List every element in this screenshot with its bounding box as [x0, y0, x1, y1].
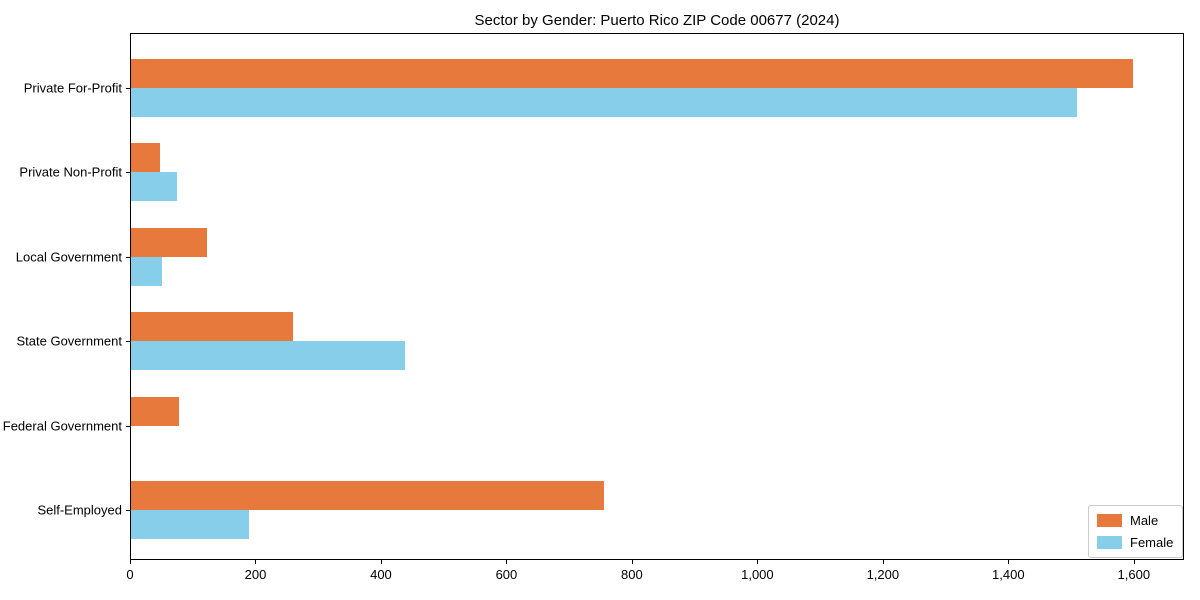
y-tick-mark	[126, 341, 130, 343]
x-tick-mark	[255, 560, 257, 564]
x-tick-label-600: 600	[495, 567, 518, 582]
y-tick-label-local-government: Local Government	[15, 249, 122, 265]
x-tick-label-1-600: 1,600	[1117, 567, 1151, 582]
y-tick-mark	[126, 172, 130, 174]
x-tick-mark	[882, 560, 884, 564]
legend: Male Female	[1088, 505, 1183, 558]
x-tick-mark	[1133, 560, 1135, 564]
bar-male-self-employed	[131, 481, 604, 510]
legend-entry-male: Male	[1097, 513, 1174, 528]
y-tick-label-federal-government: Federal Government	[2, 418, 122, 434]
bar-female-state-government	[131, 341, 405, 371]
y-tick-label-private-non-profit: Private Non-Profit	[19, 164, 122, 180]
y-tick-mark	[126, 88, 130, 90]
x-tick-label-1-400: 1,400	[992, 567, 1025, 582]
x-tick-label-0: 0	[126, 567, 134, 582]
x-tick-label-800: 800	[621, 567, 643, 582]
x-tick-mark	[506, 560, 508, 564]
bar-male-private-for-profit	[131, 59, 1133, 89]
legend-label-male: Male	[1130, 513, 1159, 528]
x-tick-mark	[1008, 560, 1010, 564]
x-tick-mark	[380, 560, 382, 564]
y-tick-mark	[126, 425, 130, 427]
male-color-swatch	[1097, 514, 1122, 527]
legend-entry-female: Female	[1097, 535, 1174, 550]
bar-male-state-government	[131, 312, 293, 342]
x-tick-label-200: 200	[244, 567, 267, 582]
y-tick-label-private-for-profit: Private For-Profit	[23, 80, 122, 96]
bar-male-federal-government	[131, 396, 179, 426]
x-tick-mark	[757, 560, 759, 564]
x-tick-mark	[631, 560, 633, 564]
plot-area	[130, 33, 1184, 560]
x-tick-label-1-200: 1,200	[866, 567, 900, 582]
bar-female-private-non-profit	[131, 172, 177, 202]
female-color-swatch	[1097, 536, 1122, 549]
x-tick-mark	[130, 560, 131, 564]
bar-male-local-government	[131, 227, 207, 257]
bar-female-private-for-profit	[131, 88, 1077, 118]
y-tick-label-state-government: State Government	[16, 333, 123, 349]
y-tick-mark	[126, 510, 130, 511]
legend-label-female: Female	[1130, 535, 1174, 550]
bar-female-self-employed	[131, 510, 249, 539]
y-tick-label-self-employed: Self-Employed	[37, 502, 122, 518]
bar-female-local-government	[131, 256, 162, 286]
chart-title: Sector by Gender: Puerto Rico ZIP Code 0…	[474, 12, 840, 29]
x-tick-label-400: 400	[370, 567, 392, 582]
x-tick-label-1-000: 1,000	[741, 567, 774, 582]
y-tick-mark	[126, 256, 130, 258]
bar-male-private-non-profit	[131, 143, 160, 173]
